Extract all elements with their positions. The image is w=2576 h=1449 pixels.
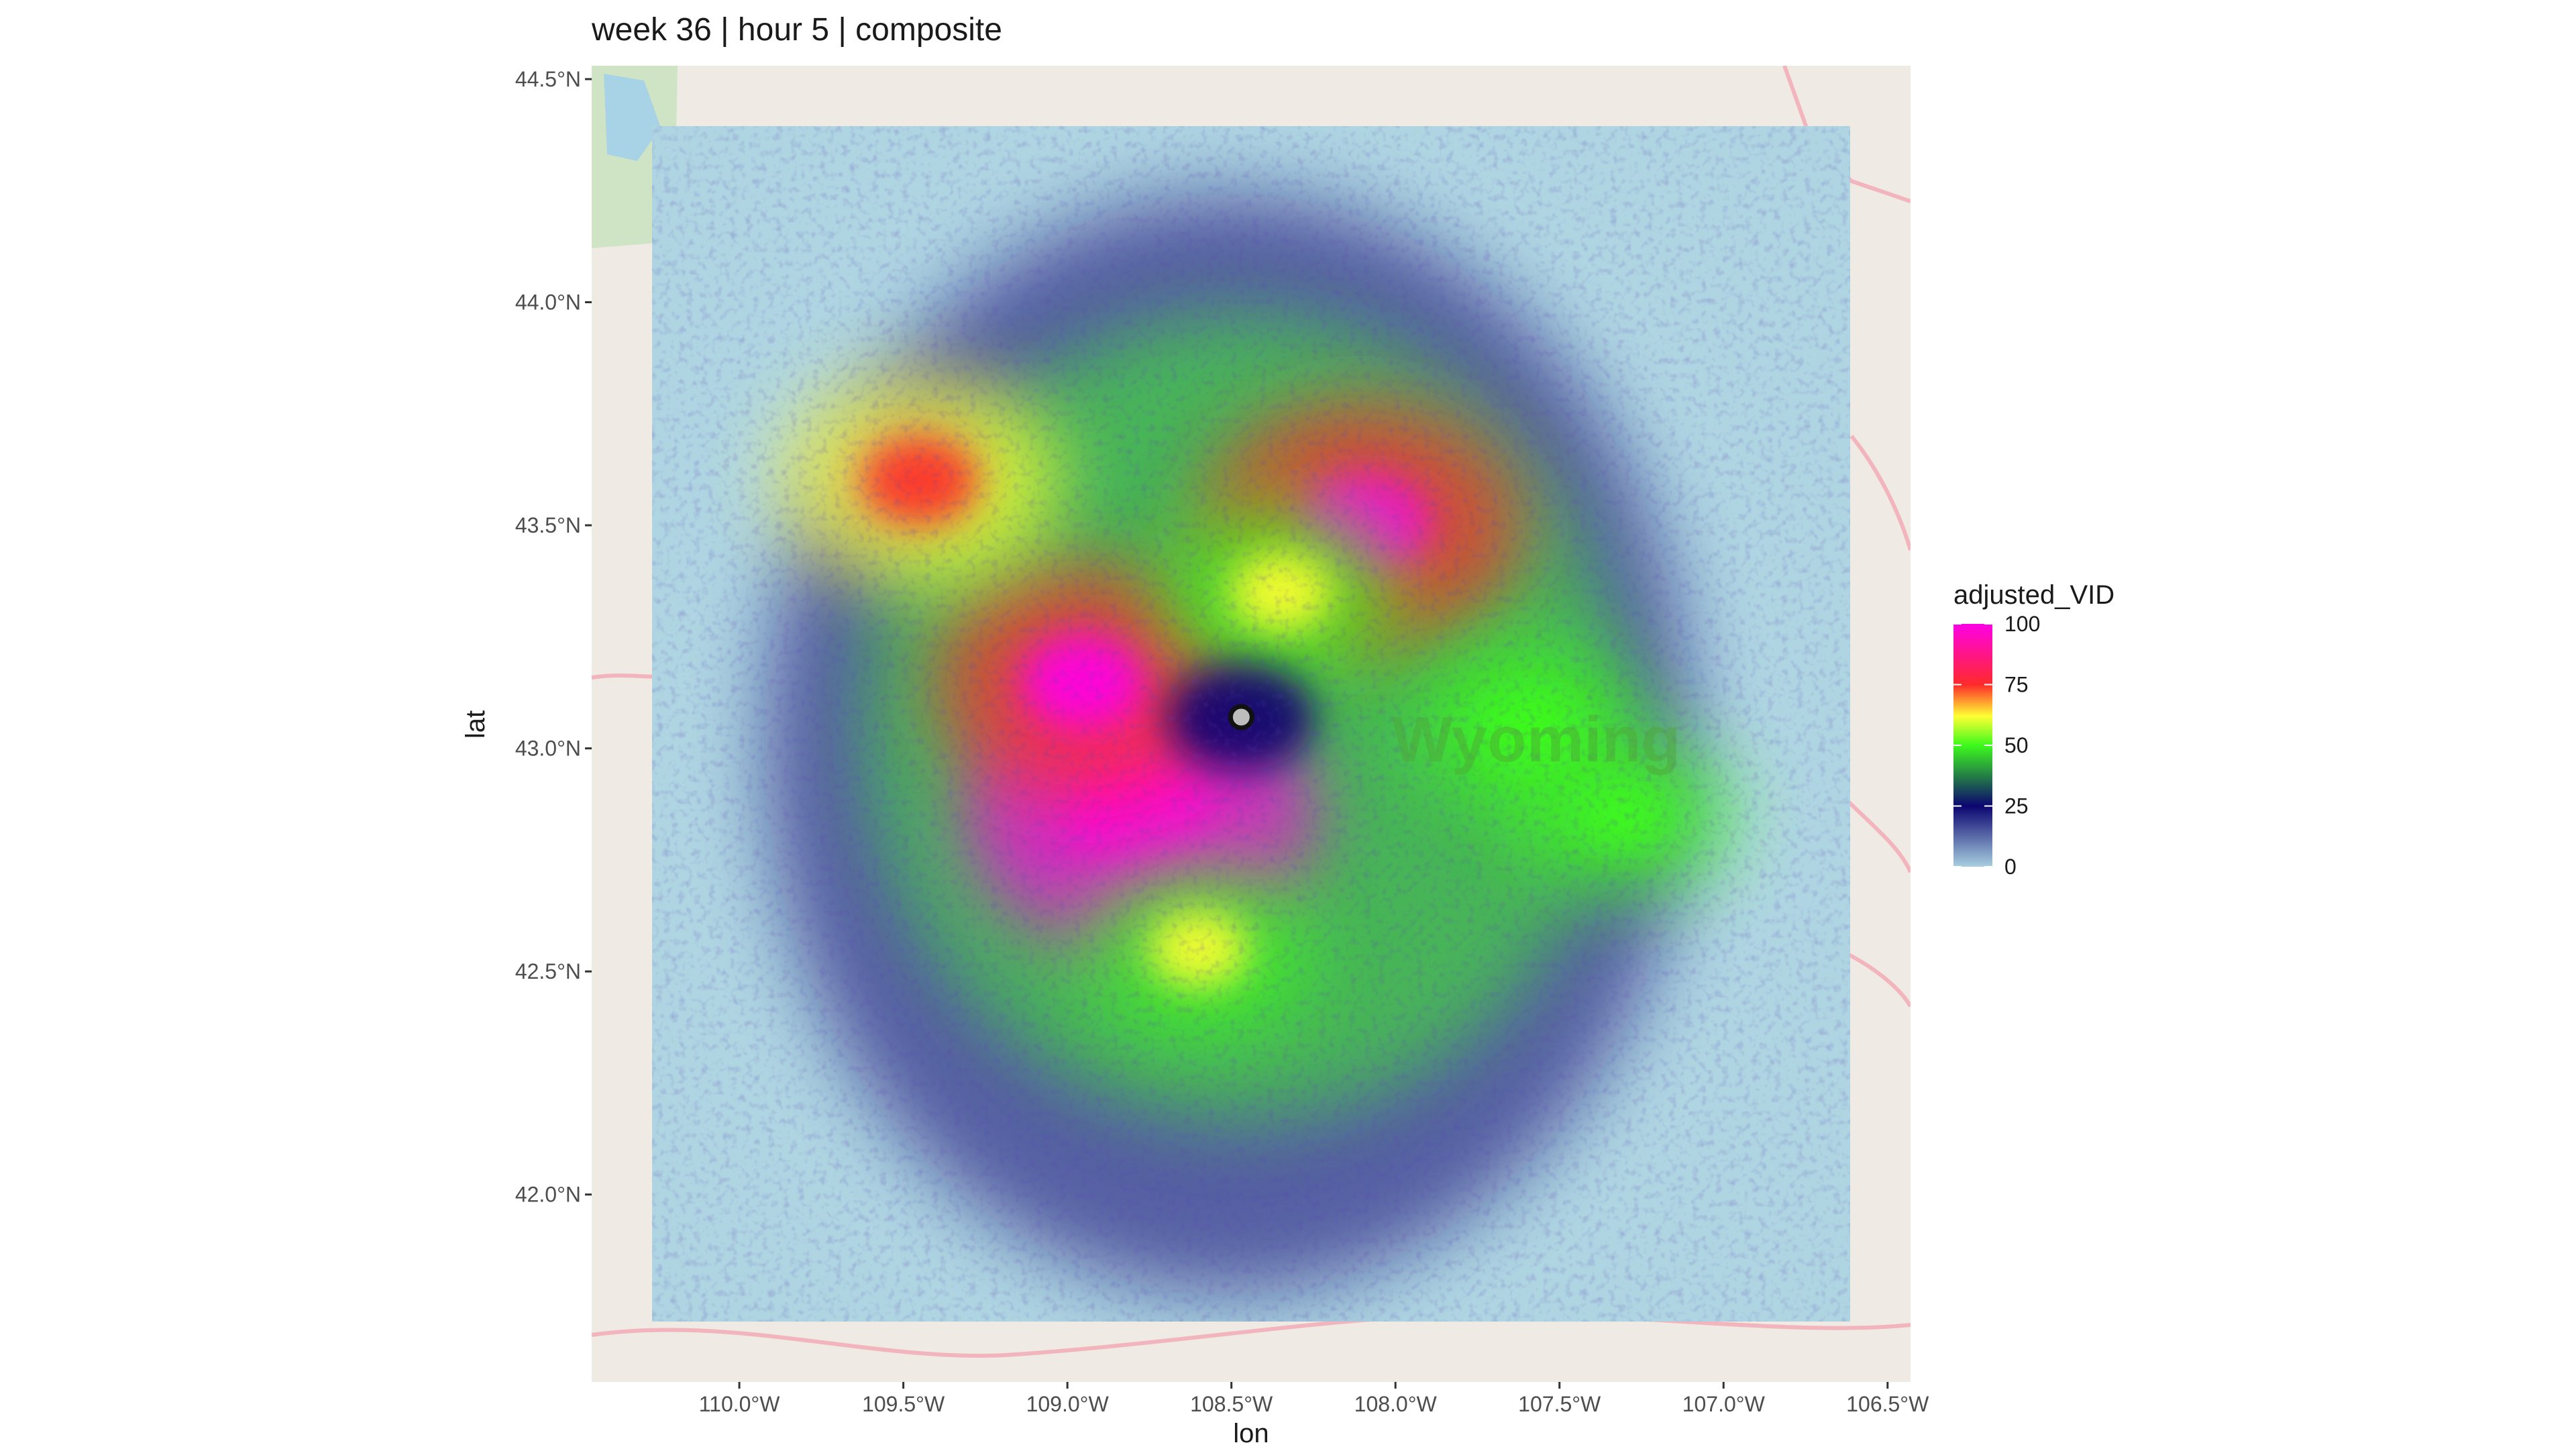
y-tick-label: 42.5°N xyxy=(515,959,581,983)
basemap-state-label: Wyoming xyxy=(1392,704,1680,775)
x-axis-label: lon xyxy=(1233,1419,1269,1448)
radar-site-marker xyxy=(1228,704,1254,731)
y-tick-label: 43.5°N xyxy=(515,513,581,537)
chart-title: week 36 | hour 5 | composite xyxy=(591,12,1002,48)
x-tick-label: 107.5°W xyxy=(1518,1392,1601,1416)
x-tick-label: 106.5°W xyxy=(1846,1392,1929,1416)
x-tick-label: 107.0°W xyxy=(1682,1392,1766,1416)
legend-label: 75 xyxy=(2004,673,2029,697)
y-axis-label: lat xyxy=(461,710,490,739)
plot-panel: Wyoming xyxy=(592,66,1911,1382)
x-tick-label: 109.5°W xyxy=(862,1392,945,1416)
radar-site-point xyxy=(1228,704,1254,731)
y-tick-label: 44.5°N xyxy=(515,67,581,91)
legend-label: 25 xyxy=(2004,794,2029,818)
x-tick-label: 108.5°W xyxy=(1190,1392,1273,1416)
y-tick-label: 44.0°N xyxy=(515,290,581,314)
legend-label: 100 xyxy=(2004,612,2040,636)
x-axis: 110.0°W 109.5°W 109.0°W 108.5°W 108.0°W 107.5… xyxy=(699,1382,1929,1416)
legend: adjusted_VID 0 25 50 75 100 xyxy=(1953,580,2114,879)
y-tick-label: 42.0°N xyxy=(515,1183,581,1207)
legend-label: 50 xyxy=(2004,733,2029,757)
x-tick-label: 108.0°W xyxy=(1354,1392,1438,1416)
legend-label: 0 xyxy=(2004,855,2017,879)
x-tick-label: 109.0°W xyxy=(1026,1392,1110,1416)
legend-title: adjusted_VID xyxy=(1953,580,2114,610)
basemap-lake xyxy=(604,74,661,161)
legend-ticks: 0 25 50 75 100 xyxy=(1953,612,2040,879)
y-tick-label: 43.0°N xyxy=(515,737,581,761)
x-tick-label: 110.0°W xyxy=(699,1392,781,1416)
y-axis: 42.0°N 42.5°N 43.0°N 43.5°N 44.0°N 44.5°N xyxy=(515,67,592,1207)
